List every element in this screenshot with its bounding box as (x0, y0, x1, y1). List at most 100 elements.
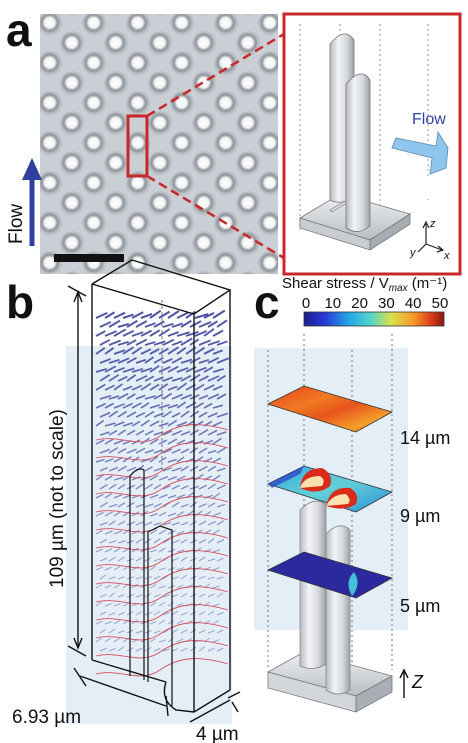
velocity-vector (153, 467, 163, 472)
velocity-vector (198, 411, 208, 418)
panel-a: a Flow (6, 4, 462, 276)
velocity-vector (203, 312, 215, 319)
velocity-vector (189, 611, 197, 616)
velocity-vector (171, 557, 179, 562)
velocity-vector (135, 611, 143, 616)
velocity-vector (104, 330, 117, 337)
velocity-vector (108, 395, 120, 400)
velocity-vector (153, 610, 161, 616)
velocity-vector (153, 558, 162, 562)
velocity-vector (203, 402, 213, 409)
velocity-vector (149, 383, 160, 391)
velocity-vector (203, 384, 215, 391)
velocity-vector (117, 576, 125, 580)
velocity-vector (117, 556, 125, 562)
velocity-vector (117, 520, 126, 526)
velocity-vector (113, 311, 126, 319)
velocity-vector (149, 601, 157, 607)
velocity-vector (171, 576, 179, 580)
velocity-vector (167, 512, 177, 517)
flow-arrow-vertical (22, 158, 42, 246)
velocity-vector (176, 456, 185, 463)
velocity-vector (212, 437, 222, 445)
velocity-vector (171, 356, 183, 364)
velocity-vector (95, 493, 104, 499)
velocity-vector (99, 321, 112, 328)
velocity-vector (212, 639, 220, 643)
velocity-vector (144, 449, 155, 454)
velocity-vector (207, 393, 220, 400)
velocity-vector (144, 322, 156, 328)
velocity-vector (158, 494, 168, 499)
velocity-vector (104, 458, 114, 463)
velocity-vector (216, 557, 224, 562)
velocity-vector (207, 429, 218, 436)
velocity-vector (207, 558, 216, 562)
velocity-vector (207, 340, 220, 346)
velocity-vector (207, 412, 218, 418)
velocity-vector (95, 439, 105, 445)
velocity-vector (113, 619, 121, 625)
velocity-vector (180, 538, 188, 544)
velocity-vector (108, 628, 115, 634)
velocity-vector (117, 392, 129, 400)
velocity-vector (135, 483, 144, 490)
velocity-vector (113, 421, 125, 427)
velocity-vector (176, 511, 184, 517)
velocity-vector (189, 320, 202, 328)
velocity-vector (171, 501, 180, 508)
velocity-vector (113, 456, 123, 463)
flow-arrow-label: Flow (412, 111, 446, 128)
streamline (95, 640, 229, 659)
slice-5um (266, 551, 394, 599)
velocity-vector (176, 475, 186, 481)
velocity-vector (108, 612, 116, 616)
velocity-vector (194, 474, 204, 481)
velocity-vector (158, 547, 166, 553)
velocity-vector (212, 368, 224, 373)
velocity-vector (207, 449, 217, 454)
velocity-vector (117, 612, 125, 616)
velocity-vector (207, 356, 220, 364)
velocity-vector (108, 374, 120, 382)
velocity-vector (153, 376, 164, 382)
velocity-vector (104, 311, 116, 319)
velocity-vector (167, 365, 179, 373)
velocity-vector (95, 566, 103, 571)
velocity-vector (131, 331, 144, 337)
velocity-vector (99, 358, 111, 364)
velocity-vector (207, 520, 216, 526)
velocity-vector (180, 521, 189, 526)
velocity-vector (167, 385, 178, 391)
velocity-vector (104, 493, 113, 499)
velocity-vector (149, 637, 157, 643)
velocity-vector (153, 575, 161, 580)
velocity-vector (108, 556, 116, 562)
velocity-vector (108, 540, 117, 544)
velocity-vector (194, 346, 205, 355)
velocity-vector (207, 576, 215, 580)
velocity-vector (171, 539, 180, 544)
velocity-vector (198, 447, 208, 454)
velocity-vector (216, 576, 224, 580)
velocity-vector (180, 574, 188, 580)
panel-c-letter: c (254, 276, 280, 328)
velocity-vector (198, 646, 206, 652)
velocity-vector (126, 357, 137, 364)
velocity-vector (162, 376, 174, 382)
velocity-vector (198, 358, 210, 364)
velocity-vector (158, 476, 169, 481)
velocity-vector (135, 594, 143, 598)
velocity-vector (140, 402, 150, 409)
velocity-vector (212, 492, 221, 499)
streamline (95, 622, 229, 641)
velocity-vector (149, 620, 157, 625)
velocity-vector (189, 575, 197, 580)
velocity-vector (144, 356, 155, 364)
velocity-vector (198, 321, 212, 328)
z-axis-arrow (399, 668, 409, 698)
velocity-vector (149, 565, 157, 571)
velocity-vector (207, 502, 216, 508)
velocity-vector (207, 538, 215, 544)
velocity-vector (212, 404, 223, 409)
